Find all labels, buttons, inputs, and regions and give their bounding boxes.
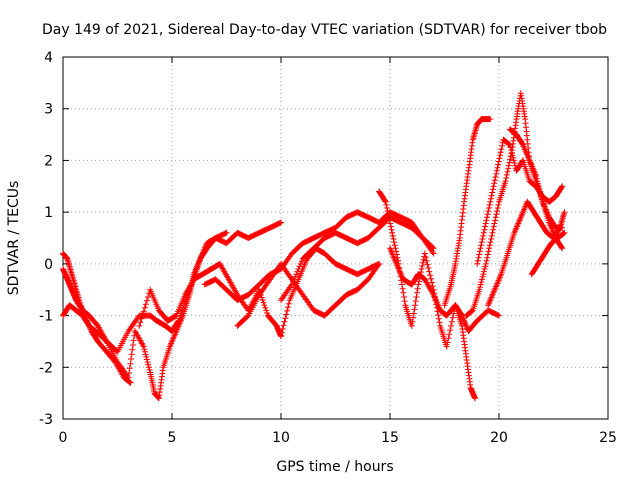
y-tick-label: 2	[44, 153, 53, 169]
series-markers-sat-h	[376, 188, 502, 350]
series-markers-sat-l	[474, 136, 566, 267]
x-tick-label: 15	[381, 430, 399, 446]
series-markers-sat-e	[201, 209, 437, 304]
y-tick-label: 0	[44, 257, 53, 273]
series-markers-sat-m	[485, 198, 568, 309]
series-markers-sat-c	[60, 250, 134, 386]
x-tick-label: 5	[168, 430, 177, 446]
y-axis-label: SDTVAR / TECUs	[6, 181, 22, 296]
tick-labels: 0 5 10 15 20 25 -3 -2 -1 0 1 2 3 4	[39, 50, 617, 446]
y-tick-label: -3	[39, 412, 53, 428]
x-tick-label: 10	[272, 430, 290, 446]
x-axis-label: GPS time / hours	[276, 459, 393, 475]
y-tick-label: -1	[39, 309, 53, 325]
chart-title: Day 149 of 2021, Sidereal Day-to-day VTE…	[42, 22, 607, 38]
series-markers-sat-g	[278, 214, 437, 304]
data-series	[60, 90, 568, 402]
series-markers-sat-i	[387, 245, 478, 402]
y-tick-label: 1	[44, 205, 53, 221]
y-tick-label: -2	[39, 360, 53, 376]
series-markers-sat-o	[528, 229, 568, 278]
series-markers-sat-d	[136, 245, 383, 340]
series-markers-sat-j	[441, 116, 494, 309]
x-tick-label: 0	[59, 430, 68, 446]
y-tick-label: 4	[44, 50, 53, 66]
x-tick-label: 25	[599, 430, 617, 446]
plot-frame	[62, 56, 609, 420]
y-tick-label: 3	[44, 102, 53, 118]
x-tick-label: 20	[490, 430, 508, 446]
series-markers-sat-f	[234, 260, 383, 329]
